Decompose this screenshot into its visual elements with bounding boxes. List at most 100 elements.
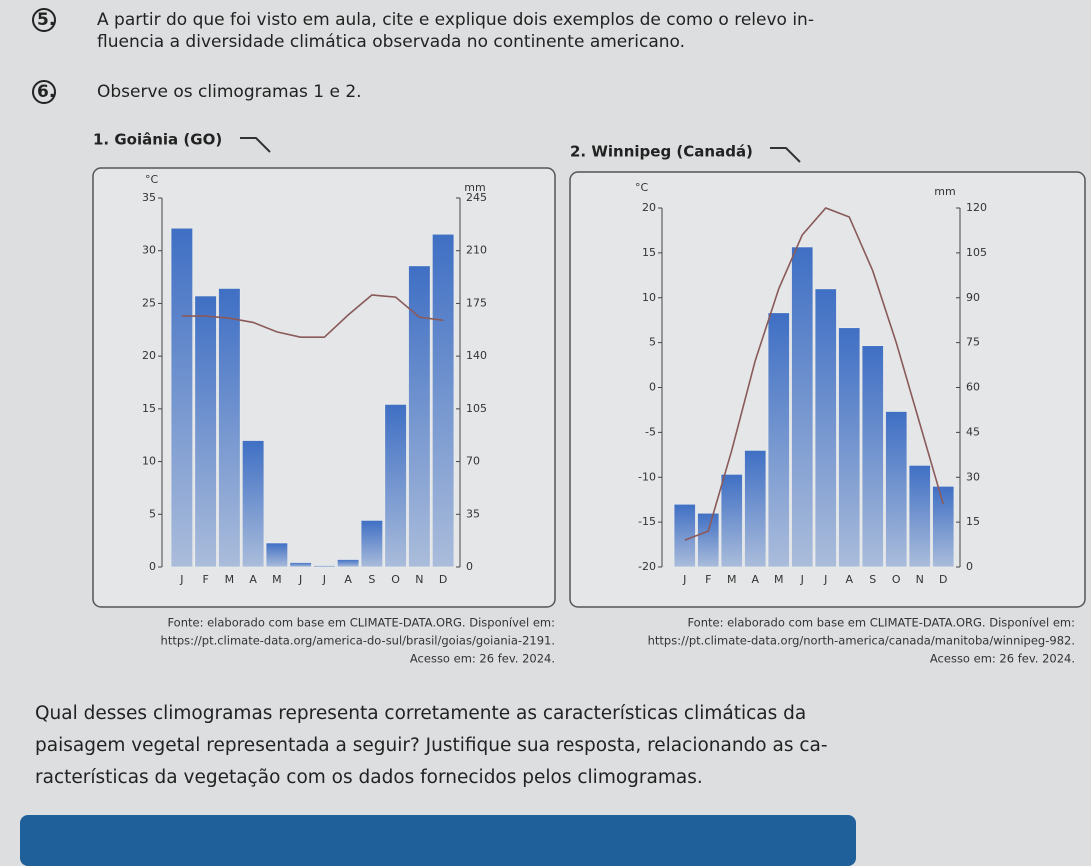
- x-tick-label: J: [682, 573, 686, 586]
- number-circle: [32, 80, 56, 104]
- y-tick-label: -5: [645, 425, 656, 438]
- y-tick-label: 15: [142, 402, 156, 415]
- y-tick-label: 20: [642, 201, 656, 214]
- x-tick-label: J: [823, 573, 827, 586]
- x-tick-label: O: [391, 573, 400, 586]
- x-tick-label: A: [249, 573, 257, 586]
- bar: [194, 295, 217, 568]
- question-text: Qual desses climogramas representa corre…: [35, 703, 806, 724]
- x-tick-label: N: [916, 573, 924, 586]
- source-text: Fonte: elaborado com base em CLIMATE-DAT…: [687, 616, 1075, 630]
- question-text: fluencia a diversidade climática observa…: [97, 32, 685, 52]
- x-tick-label: D: [439, 573, 447, 586]
- y2-tick-label: 210: [466, 244, 487, 257]
- bar: [673, 503, 696, 568]
- bar: [744, 449, 767, 568]
- y2-tick-label: 105: [966, 246, 987, 259]
- source-text: Fonte: elaborado com base em CLIMATE-DAT…: [167, 616, 555, 630]
- bar: [241, 440, 265, 568]
- photo-strip: [20, 815, 856, 866]
- bar: [265, 542, 289, 568]
- y2-tick-label: 75: [966, 336, 980, 349]
- y2-tick-label: 245: [466, 191, 487, 204]
- bar: [767, 312, 790, 568]
- y-tick-label: 5: [649, 336, 656, 349]
- bar: [791, 246, 814, 568]
- y-tick-label: 30: [142, 244, 156, 257]
- y-tick-label: -20: [638, 560, 656, 573]
- y2-tick-label: 175: [466, 296, 487, 309]
- y2-tick-label: 0: [466, 560, 473, 573]
- x-tick-label: J: [322, 573, 326, 586]
- bar: [360, 519, 384, 568]
- y2-tick-label: 30: [966, 470, 980, 483]
- bar: [908, 464, 931, 568]
- bar: [170, 227, 194, 568]
- bar: [932, 485, 955, 568]
- x-tick-label: J: [298, 573, 302, 586]
- y-tick-label: -10: [638, 470, 656, 483]
- bar: [336, 559, 360, 568]
- source-text: https://pt.climate-data.org/north-americ…: [648, 634, 1075, 648]
- y2-tick-label: 0: [966, 560, 973, 573]
- chart-title: 2. Winnipeg (Canadá): [570, 143, 753, 161]
- y-tick-label: -15: [638, 515, 656, 528]
- x-tick-label: N: [415, 573, 423, 586]
- y-axis-unit: °C: [145, 173, 159, 186]
- bar: [814, 288, 837, 568]
- bar: [697, 512, 720, 568]
- bar: [861, 345, 884, 568]
- temperature-line: [684, 207, 945, 541]
- source-text: Acesso em: 26 fev. 2024.: [410, 652, 555, 666]
- x-tick-label: J: [800, 573, 804, 586]
- x-tick-label: F: [202, 573, 208, 586]
- y-tick-label: 20: [142, 349, 156, 362]
- y-tick-label: 10: [642, 291, 656, 304]
- question-text: A partir do que foi visto em aula, cite …: [97, 10, 814, 30]
- question-number: 6.: [37, 82, 55, 102]
- x-tick-label: J: [179, 573, 183, 586]
- x-tick-label: S: [368, 573, 375, 586]
- bar: [431, 233, 455, 568]
- question-text: paisagem vegetal representada a seguir? …: [35, 735, 828, 756]
- y2-axis-unit: mm: [464, 181, 485, 194]
- x-tick-label: A: [845, 573, 853, 586]
- x-tick-label: A: [344, 573, 352, 586]
- x-tick-label: D: [939, 573, 947, 586]
- bar: [289, 562, 312, 568]
- x-tick-label: M: [225, 573, 235, 586]
- bar: [720, 473, 743, 568]
- x-tick-label: O: [892, 573, 901, 586]
- source-text: https://pt.climate-data.org/america-do-s…: [161, 634, 555, 648]
- source-text: Acesso em: 26 fev. 2024.: [930, 652, 1075, 666]
- title-mark: [240, 137, 801, 163]
- y2-tick-label: 15: [966, 515, 980, 528]
- y2-tick-label: 120: [966, 201, 987, 214]
- bar: [313, 565, 336, 568]
- x-tick-label: M: [774, 573, 784, 586]
- question-text: Observe os climogramas 1 e 2.: [97, 82, 362, 102]
- y-tick-label: 15: [642, 246, 656, 259]
- y2-tick-label: 140: [466, 349, 487, 362]
- y2-tick-label: 45: [966, 425, 980, 438]
- question-number: 5.: [37, 10, 55, 30]
- y2-axis-unit: mm: [934, 185, 955, 198]
- y2-tick-label: 70: [466, 455, 480, 468]
- chart-title: 1. Goiânia (GO): [93, 131, 222, 149]
- x-tick-label: S: [869, 573, 876, 586]
- question-text: racterísticas da vegetação com os dados …: [35, 767, 703, 788]
- y-tick-label: 0: [149, 560, 156, 573]
- y-tick-label: 35: [142, 191, 156, 204]
- x-tick-label: F: [705, 573, 711, 586]
- bar: [384, 403, 407, 568]
- y-tick-label: 10: [142, 455, 156, 468]
- y-axis-unit: °C: [635, 181, 649, 194]
- y2-tick-label: 105: [466, 402, 487, 415]
- y2-tick-label: 90: [966, 291, 980, 304]
- y-tick-label: 25: [142, 296, 156, 309]
- y-tick-label: 0: [649, 381, 656, 394]
- x-tick-label: A: [751, 573, 759, 586]
- y2-tick-label: 35: [466, 507, 480, 520]
- temperature-line: [181, 294, 444, 338]
